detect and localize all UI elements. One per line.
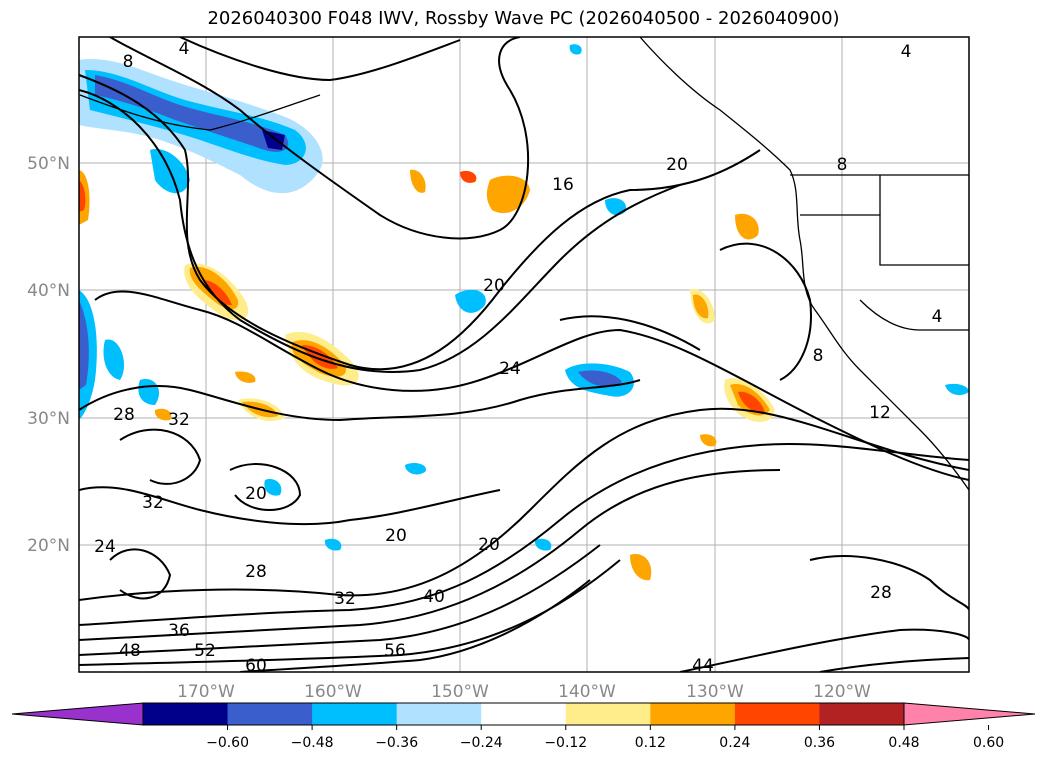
contour-label: 24 xyxy=(94,537,116,557)
colorbar-segment xyxy=(819,703,905,725)
contour-label: 20 xyxy=(385,526,407,546)
contour-label: 16 xyxy=(552,175,574,195)
colorbar-tick-label: −0.36 xyxy=(375,735,418,751)
contour-label: 52 xyxy=(194,641,216,661)
contour-label: 4 xyxy=(901,42,912,62)
lat-label: 20°N xyxy=(27,536,70,556)
colorbar-tick-label: −0.48 xyxy=(291,735,334,751)
longitude-labels: 170°W 160°W 150°W 140°W 130°W 120°W xyxy=(177,682,871,702)
colorbar-segment xyxy=(143,703,229,725)
contour-label: 20 xyxy=(483,276,505,296)
colorbar-segment xyxy=(650,703,736,725)
iwv-contours xyxy=(79,37,969,672)
contour-label: 28 xyxy=(245,562,267,582)
contour-label: 20 xyxy=(478,535,500,555)
contour-label: 8 xyxy=(813,346,824,366)
contour-label: 4 xyxy=(932,307,943,327)
contour-label: 32 xyxy=(142,493,164,513)
contour-label: 36 xyxy=(168,621,190,641)
colorbar-low-outline xyxy=(11,702,144,726)
colorbar-tick-label: −0.60 xyxy=(206,735,249,751)
contour-label: 12 xyxy=(869,403,891,423)
colorbar-high-outline xyxy=(903,702,1036,726)
contour-label: 60 xyxy=(245,656,267,676)
colorbar-segment xyxy=(227,703,313,725)
contour-label: 20 xyxy=(666,155,688,175)
plot-frame xyxy=(78,36,970,673)
contour-label: 44 xyxy=(692,656,714,676)
colorbar-segments xyxy=(143,703,905,725)
lat-label: 50°N xyxy=(27,154,70,174)
lon-label: 160°W xyxy=(304,682,362,702)
negative-anomaly-patches xyxy=(79,44,969,551)
colorbar-extend-low xyxy=(12,703,143,725)
colorbar-tick-label: 0.48 xyxy=(888,735,919,751)
contour-label: 48 xyxy=(119,641,141,661)
lon-label: 140°W xyxy=(558,682,616,702)
contour-label: 56 xyxy=(384,641,406,661)
colorbar: −0.60 −0.48 −0.36 −0.24 −0.12 0.12 0.24 0.36 0.4… xyxy=(11,702,1036,751)
colorbar-tick-label: 0.12 xyxy=(635,735,666,751)
map-title: 2026040300 F048 IWV, Rossby Wave PC (202… xyxy=(207,8,840,29)
contour-label: 8 xyxy=(837,155,848,175)
colorbar-tick-label: 0.60 xyxy=(973,735,1004,751)
contour-labels: 4 8 16 20 24 28 32 36 48 52 56 60 40 44 … xyxy=(94,39,943,676)
lat-label: 40°N xyxy=(27,281,70,301)
colorbar-segment xyxy=(312,703,398,725)
colorbar-segment xyxy=(481,703,567,725)
colorbar-ticks: −0.60 −0.48 −0.36 −0.24 −0.12 0.12 0.24 0.36 0.4… xyxy=(206,725,1004,751)
lon-label: 170°W xyxy=(177,682,235,702)
coastlines xyxy=(79,37,969,491)
lon-label: 150°W xyxy=(431,682,489,702)
lon-label: 120°W xyxy=(813,682,871,702)
colorbar-tick-label: −0.24 xyxy=(460,735,503,751)
colorbar-extend-high xyxy=(904,703,1035,725)
contour-label: 32 xyxy=(334,589,356,609)
colorbar-tick-label: −0.12 xyxy=(544,735,587,751)
lon-label: 130°W xyxy=(686,682,744,702)
lat-label: 30°N xyxy=(27,409,70,429)
contour-label: 28 xyxy=(113,405,135,425)
contour-label: 40 xyxy=(423,587,445,607)
contour-label: 20 xyxy=(245,484,267,504)
contour-label: 8 xyxy=(123,52,134,72)
colorbar-tick-label: 0.36 xyxy=(804,735,835,751)
colorbar-segment xyxy=(565,703,651,725)
colorbar-segment xyxy=(734,703,820,725)
colorbar-tick-label: 0.24 xyxy=(719,735,750,751)
contour-label: 24 xyxy=(499,359,521,379)
contour-label: 28 xyxy=(870,583,892,603)
contour-label: 32 xyxy=(168,410,190,430)
contour-label: 4 xyxy=(179,39,190,59)
latitude-labels: 50°N 40°N 30°N 20°N xyxy=(27,154,70,556)
colorbar-segment xyxy=(396,703,482,725)
